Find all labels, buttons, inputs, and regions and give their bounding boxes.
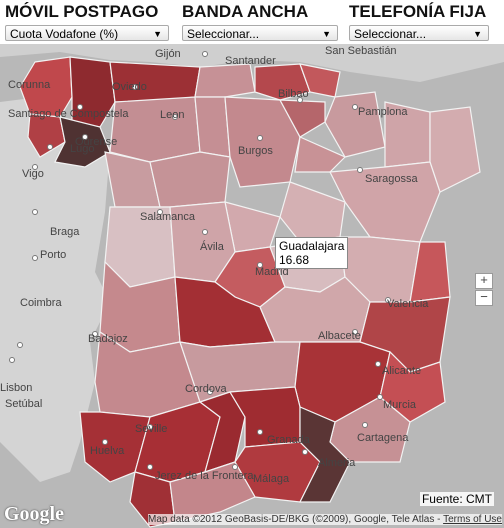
city-label: Braga [50, 226, 80, 238]
province-valladolid [149, 151, 231, 208]
city-label: Granada [267, 434, 311, 446]
province-alava [278, 99, 326, 138]
province-ourense [54, 116, 111, 168]
terms-link[interactable]: Terms of Use [443, 514, 502, 525]
city-label: Ourense [75, 136, 117, 148]
chevron-down-icon: ▼ [473, 29, 482, 39]
banda-select[interactable]: Seleccionar... ▼ [182, 25, 338, 41]
city-label: Bilbao [278, 88, 309, 100]
control-title: MÓVIL POSTPAGO [5, 2, 159, 21]
city-label: Albacete [318, 330, 361, 342]
city-label: Corunna [8, 79, 51, 91]
city-label: Coimbra [20, 297, 62, 309]
city-label: Lugo [70, 143, 94, 155]
city-label: Madrid [255, 266, 289, 278]
provinces[interactable] [19, 56, 481, 528]
city-label: Oviedo [112, 81, 147, 93]
province-almeria [299, 406, 351, 503]
region-tooltip: Guadalajara 16.68 [275, 237, 349, 269]
city-labels: Gijón Santander San Sebastián Corunna Oviedo… [0, 45, 429, 485]
city-label: Seville [135, 423, 167, 435]
city-label: Setúbal [5, 398, 42, 410]
province-lleida [429, 106, 481, 193]
city-markers [9, 51, 391, 470]
chevron-down-icon: ▼ [322, 29, 331, 39]
zoom-in-button[interactable]: + [475, 273, 493, 289]
city-label: Badajoz [88, 333, 128, 345]
city-label: Jerez de la Frontera [155, 470, 254, 482]
city-label: Santiago de Compostela [8, 108, 129, 120]
city-label: Salamanca [140, 211, 196, 223]
city-label: Leon [160, 109, 184, 121]
tooltip-region: Guadalajara [279, 239, 345, 253]
city-label: Porto [40, 249, 66, 261]
attribution-text: Map data ©2012 GeoBasis-DE/BKG (©2009), … [148, 514, 441, 525]
city-label: Saragossa [365, 173, 418, 185]
province-zaragoza [329, 161, 441, 243]
city-label: Huelva [90, 445, 125, 457]
header: MÓVIL POSTPAGO Cuota Vodafone (%) ▼ BAND… [0, 0, 504, 44]
province-cantabria [194, 63, 256, 98]
zoom-out-button[interactable]: − [475, 290, 493, 306]
province-vizcaya [254, 63, 311, 101]
source-label: Fuente: CMT [419, 492, 494, 506]
chevron-down-icon: ▼ [153, 29, 162, 39]
province-leon [109, 96, 201, 163]
city-label: Pamplona [358, 106, 408, 118]
control-telefonia: TELEFONÍA FIJA Seleccionar... ▼ [349, 2, 489, 41]
city-label: Cordova [185, 383, 227, 395]
city-label: Gijón [155, 48, 181, 60]
north-land [0, 42, 504, 82]
city-label: Valencia [387, 298, 429, 310]
telefonia-select[interactable]: Seleccionar... ▼ [349, 25, 489, 41]
choropleth-map[interactable]: Gijón Santander San Sebastián Corunna Oviedo… [0, 42, 504, 528]
city-label: San Sebastián [325, 45, 397, 57]
control-movil: MÓVIL POSTPAGO Cuota Vodafone (%) ▼ [5, 2, 169, 41]
province-pontevedra [27, 113, 66, 158]
select-value: Seleccionar... [187, 27, 260, 41]
tooltip-value: 16.68 [279, 253, 310, 267]
city-label: Santander [225, 55, 276, 67]
movil-select[interactable]: Cuota Vodafone (%) ▼ [5, 25, 169, 41]
province-palencia [194, 96, 231, 158]
control-banda: BANDA ANCHA Seleccionar... ▼ [182, 2, 338, 41]
select-value: Cuota Vodafone (%) [10, 27, 119, 41]
control-title: BANDA ANCHA [182, 2, 309, 21]
city-label: Burgos [238, 145, 273, 157]
map-attribution: Map data ©2012 GeoBasis-DE/BKG (©2009), … [148, 514, 502, 525]
city-label: Vigo [22, 168, 44, 180]
city-label: Lisbon [0, 382, 32, 394]
city-label: Málaga [253, 473, 290, 485]
city-label: Almeria [318, 457, 356, 469]
province-navarra [324, 91, 386, 158]
google-logo: Google [4, 503, 64, 525]
control-title: TELEFONÍA FIJA [349, 2, 487, 21]
portugal-land [0, 97, 110, 482]
city-label: Ávila [200, 240, 225, 253]
select-value: Seleccionar... [354, 27, 427, 41]
city-label: Murcia [383, 399, 417, 411]
city-label: Cartagena [357, 432, 409, 444]
city-label: Alicante [382, 365, 421, 377]
